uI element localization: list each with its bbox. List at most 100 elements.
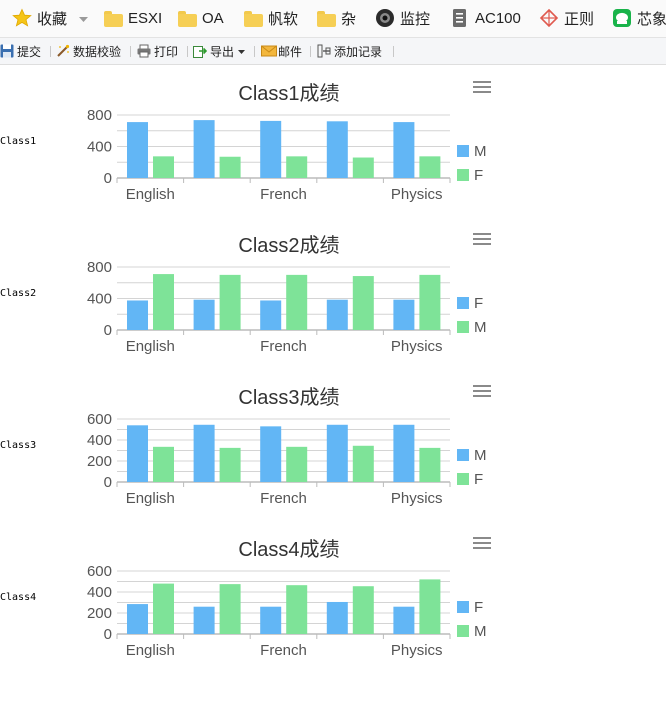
y-tick-label: 0 — [104, 322, 112, 339]
legend-label[interactable]: F — [474, 167, 483, 184]
export-button[interactable]: 导出 — [193, 43, 246, 59]
chart-title: Class2成绩 — [238, 234, 339, 257]
bar-m-1[interactable] — [127, 122, 148, 178]
bar-f-5[interactable] — [393, 299, 415, 330]
bar-f-1[interactable] — [127, 604, 148, 634]
y-tick-label: 0 — [104, 626, 112, 643]
bookmark-xinxiang[interactable]: 芯象 — [612, 6, 666, 30]
bar-f-5[interactable] — [393, 606, 415, 634]
validate-button[interactable]: 数据校验 — [56, 43, 121, 59]
legend-label[interactable]: F — [474, 295, 483, 312]
x-tick-label: English — [126, 490, 175, 507]
legend-label[interactable]: M — [474, 319, 487, 336]
bar-m-2[interactable] — [193, 424, 215, 482]
bookmark-oa[interactable]: OA — [177, 6, 224, 30]
y-tick-label: 400 — [87, 139, 112, 156]
legend-swatch[interactable] — [457, 169, 469, 181]
bar-m-1[interactable] — [153, 583, 174, 634]
bar-f-4[interactable] — [326, 299, 348, 330]
menu-icon[interactable] — [473, 537, 491, 550]
bar-m-5[interactable] — [393, 424, 415, 482]
y-tick-label: 400 — [87, 291, 112, 308]
bar-m-4[interactable] — [352, 586, 374, 634]
bookmark-esxi[interactable]: ESXI — [103, 6, 162, 30]
bar-m-5[interactable] — [393, 122, 415, 178]
legend-swatch[interactable] — [457, 297, 469, 309]
bar-m-3[interactable] — [260, 120, 282, 178]
add-record-icon — [317, 44, 331, 58]
bar-f-4[interactable] — [326, 601, 348, 634]
bar-m-3[interactable] — [286, 274, 308, 330]
y-tick-label: 800 — [87, 259, 112, 276]
bar-f-1[interactable] — [127, 300, 148, 330]
legend-swatch[interactable] — [457, 625, 469, 637]
legend-swatch[interactable] — [457, 473, 469, 485]
bookmark-monitor[interactable]: 监控 — [375, 6, 430, 30]
add-record-button[interactable]: 添加记录 — [317, 43, 382, 59]
bar-m-2[interactable] — [193, 120, 215, 178]
legend-swatch[interactable] — [457, 601, 469, 613]
chat-icon — [612, 8, 632, 28]
bar-f-1[interactable] — [153, 446, 174, 482]
bar-f-2[interactable] — [219, 447, 241, 482]
bar-m-4[interactable] — [326, 424, 348, 482]
mail-button[interactable]: 邮件 — [261, 43, 302, 59]
chart-class4: Class4 Class4成绩 0 200 400 600 English French Ph… — [0, 534, 666, 686]
bookmark-favorites[interactable]: 收藏 — [12, 6, 89, 30]
bar-m-5[interactable] — [419, 274, 441, 330]
bookmark-fanruan[interactable]: 帆软 — [243, 6, 298, 30]
bar-f-5[interactable] — [419, 447, 441, 482]
print-button[interactable]: 打印 — [137, 43, 178, 59]
class-label: Class4 — [0, 592, 37, 603]
menu-icon[interactable] — [473, 233, 491, 246]
x-tick-label: French — [260, 338, 307, 355]
legend-swatch[interactable] — [457, 449, 469, 461]
bookmark-misc[interactable]: 杂 — [316, 6, 356, 30]
menu-icon[interactable] — [473, 385, 491, 398]
bar-m-4[interactable] — [352, 276, 374, 330]
bar-f-3[interactable] — [260, 300, 282, 330]
chart-title: Class1成绩 — [238, 82, 339, 105]
menu-icon[interactable] — [473, 81, 491, 94]
bar-m-5[interactable] — [419, 579, 441, 634]
bar-f-3[interactable] — [286, 446, 308, 482]
bar-f-1[interactable] — [153, 156, 174, 178]
legend-label[interactable]: F — [474, 471, 483, 488]
legend-label[interactable]: F — [474, 599, 483, 616]
bar-f-4[interactable] — [352, 157, 374, 178]
legend-swatch[interactable] — [457, 321, 469, 333]
submit-button[interactable]: 提交 — [0, 43, 41, 59]
bar-m-2[interactable] — [219, 584, 241, 634]
bar-f-2[interactable] — [219, 156, 241, 178]
mail-label: 邮件 — [278, 44, 303, 59]
x-tick-label: French — [260, 186, 307, 203]
bar-f-4[interactable] — [352, 445, 374, 482]
bar-m-1[interactable] — [153, 274, 174, 330]
chevron-down-icon[interactable] — [238, 44, 246, 58]
bar-f-2[interactable] — [193, 299, 215, 330]
chevron-down-icon[interactable] — [79, 10, 89, 27]
bookmark-label: OA — [202, 9, 224, 27]
bar-m-1[interactable] — [127, 425, 148, 482]
bookmarks-bar: 收藏 ESXI OA 帆软 杂 监控 AC100 正则 — [0, 0, 666, 38]
bar-m-2[interactable] — [219, 274, 241, 330]
bar-f-5[interactable] — [419, 156, 441, 178]
bar-m-4[interactable] — [326, 121, 348, 178]
legend-swatch[interactable] — [457, 145, 469, 157]
legend-label[interactable]: M — [474, 447, 487, 464]
legend-label[interactable]: M — [474, 623, 487, 640]
y-tick-label: 400 — [87, 432, 112, 449]
save-icon — [0, 44, 14, 58]
bookmark-ac100[interactable]: AC100 — [450, 6, 521, 30]
bar-m-3[interactable] — [286, 585, 308, 634]
bar-f-2[interactable] — [193, 606, 215, 634]
bar-f-3[interactable] — [286, 156, 308, 178]
bookmark-regex[interactable]: 正则 — [539, 6, 594, 30]
y-tick-label: 0 — [104, 170, 112, 187]
chart-class1: Class1 Class1成绩 0 400 800 English French Physi… — [0, 78, 666, 230]
bar-m-3[interactable] — [260, 426, 282, 482]
printer-icon — [137, 44, 151, 58]
bar-f-3[interactable] — [260, 606, 282, 634]
legend-label[interactable]: M — [474, 143, 487, 160]
bookmark-label: 帆软 — [268, 10, 299, 28]
